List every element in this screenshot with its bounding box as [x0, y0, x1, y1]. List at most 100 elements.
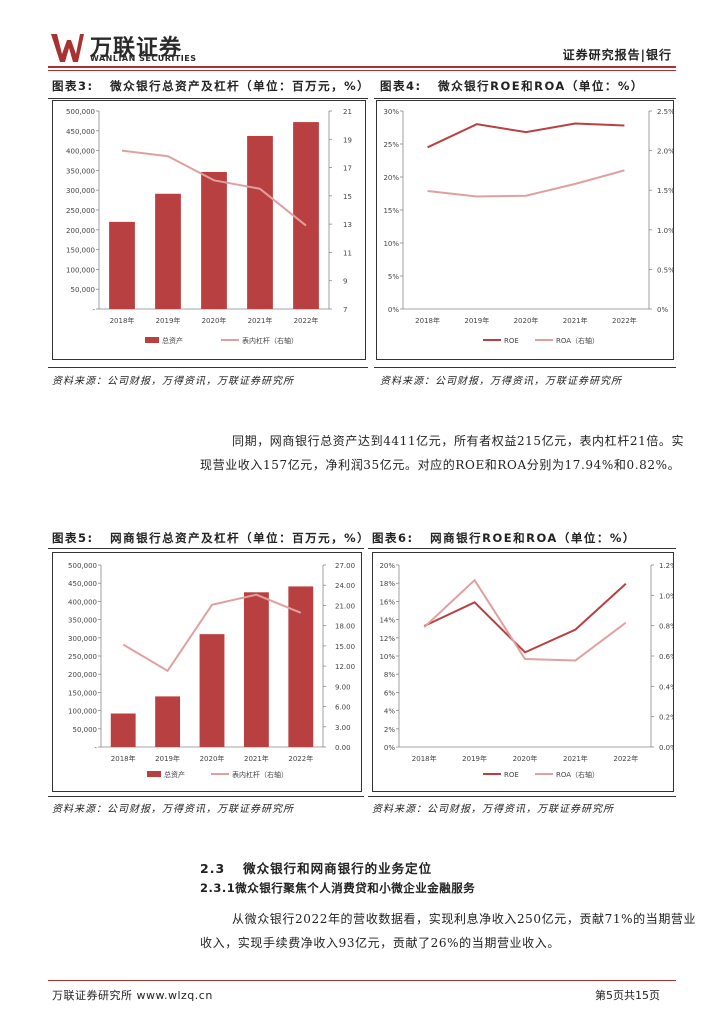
body-paragraph-1-line-1: 同期，网商银行总资产达到4411亿元，所有者权益215亿元，表内杠杆21倍。实	[232, 434, 685, 448]
left-tick-label: 4%	[384, 708, 395, 716]
left-tick-label: 400,000	[66, 148, 95, 156]
legend-label-0: ROE	[504, 337, 519, 345]
series-line-1	[427, 169, 625, 198]
right-tick-label: 21.00	[335, 602, 355, 610]
right-tick-label: 17	[343, 165, 352, 173]
report-category: 证券研究报告|银行	[562, 48, 672, 62]
right-tick-label: 21	[343, 108, 352, 116]
right-tick-label: 11	[343, 249, 352, 257]
left-tick-label: 15%	[383, 207, 399, 215]
right-tick-label: 9.00	[335, 683, 351, 691]
category-label: 2021年	[244, 754, 269, 763]
right-tick-label: 0.5%	[657, 266, 673, 274]
figure-3-bottom-rule	[48, 367, 368, 368]
right-tick-label: 27.00	[335, 562, 355, 570]
right-tick-label: 18.00	[335, 623, 355, 631]
page-number: 第5页共15页	[595, 989, 660, 1002]
figure-4-svg: 0% 5% 10% 15% 20% 25% 30% 0% 0.5% 1.0% 1.5% 2.0% 2.5…	[383, 108, 675, 345]
left-tick-label: -	[92, 306, 95, 314]
category-label: 2022年	[613, 754, 638, 763]
right-tick-label: 9	[343, 278, 347, 286]
category-label: 2022年	[288, 754, 313, 763]
left-tick-label: 100,000	[68, 708, 97, 716]
left-tick-label: 0%	[384, 744, 395, 752]
left-tick-label: 150,000	[68, 689, 97, 697]
left-tick-label: 20%	[379, 562, 395, 570]
right-tick-label: 15	[343, 193, 352, 201]
category-label: 2018年	[415, 316, 440, 325]
category-label: 2018年	[412, 754, 437, 763]
left-tick-label: 350,000	[68, 617, 97, 625]
left-tick-label: 10%	[379, 653, 395, 661]
left-tick-label: 16%	[379, 598, 395, 606]
header-divider	[48, 66, 676, 68]
left-tick-label: 300,000	[68, 635, 97, 643]
bar-0	[109, 221, 135, 309]
left-tick-label: 250,000	[66, 207, 95, 215]
left-tick-label: 25%	[383, 141, 399, 149]
left-tick-label: 14%	[379, 617, 395, 625]
left-tick-label: 2%	[384, 726, 395, 734]
left-tick-label: 12%	[379, 635, 395, 643]
figure-5-bottom-rule	[48, 796, 364, 797]
left-tick-label: 50,000	[73, 726, 98, 734]
figure-3-top-rule	[48, 98, 368, 99]
category-label: 2020年	[200, 754, 225, 763]
right-tick-label: 0.00	[335, 744, 351, 752]
category-label: 2019年	[156, 316, 181, 325]
series-line-0	[427, 122, 625, 149]
footer-divider	[48, 980, 676, 981]
figure-4-source: 资料来源：公司财报，万得资讯，万联证券研究所	[380, 376, 622, 387]
left-tick-label: 5%	[388, 273, 399, 281]
figure-5-top-rule	[48, 548, 364, 549]
figure-3-chart: - 50,000 100,000 150,000 200,000 250,000 300,0…	[52, 100, 366, 360]
figure-4-bottom-rule	[374, 367, 676, 368]
right-tick-label: 2.0%	[657, 148, 673, 156]
subsection-heading: 2.3.1微众银行聚焦个人消费贷和小微企业金融服务	[200, 881, 476, 895]
figure-3-title: 图表3: 微众银行总资产及杠杆（单位：百万元，%）	[52, 79, 371, 93]
right-tick-label: 2.5%	[657, 108, 673, 116]
legend-label-0: ROE	[504, 771, 519, 779]
left-tick-label: 30%	[383, 108, 399, 116]
legend-label-1: 表内杠杆（右轴）	[242, 336, 298, 345]
figure-6-chart: 0% 2% 4% 6% 8% 10% 12% 14% 16% 18% 20% 0.0% 0.2% 0.4%…	[372, 552, 677, 792]
right-tick-label: 0.0%	[659, 744, 673, 752]
category-label: 2020年	[514, 316, 539, 325]
category-label: 2020年	[513, 754, 538, 763]
figure-5-svg: - 50,000 100,000 150,000 200,000 250,000 300,0…	[68, 562, 355, 779]
right-tick-label: 0.6%	[659, 653, 673, 661]
left-tick-label: 20%	[383, 174, 399, 182]
right-tick-label: 1.0%	[657, 227, 673, 235]
left-tick-label: 200,000	[68, 671, 97, 679]
category-label: 2022年	[612, 316, 637, 325]
figure-4-title: 图表4: 微众银行ROE和ROA（单位：%）	[380, 79, 644, 93]
figure-6-title: 图表6: 网商银行ROE和ROA（单位：%）	[372, 531, 636, 545]
category-label: 2022年	[294, 316, 319, 325]
logo-text: 万联证券	[90, 36, 183, 61]
category-label: 2019年	[155, 754, 180, 763]
figure-3-svg: - 50,000 100,000 150,000 200,000 250,000 300,0…	[66, 108, 352, 345]
left-tick-label: 10%	[383, 240, 399, 248]
left-tick-label: 250,000	[68, 653, 97, 661]
left-tick-label: 8%	[384, 671, 395, 679]
bar-1	[155, 193, 181, 309]
legend-label-0: 总资产	[164, 770, 185, 779]
figure-6-svg: 0% 2% 4% 6% 8% 10% 12% 14% 16% 18% 20% 0.0% 0.2% 0.4%…	[379, 562, 677, 779]
legend-label-1: ROA（右轴）	[556, 770, 599, 779]
left-tick-label: 500,000	[68, 562, 97, 570]
category-label: 2021年	[563, 316, 588, 325]
bar-0	[110, 713, 136, 747]
footer-website: 万联证券研究所 www.wlzq.cn	[52, 989, 213, 1002]
bar-1	[155, 696, 181, 747]
section-heading: 2.3 微众银行和网商银行的业务定位	[200, 861, 433, 876]
right-tick-label: 12.00	[335, 663, 355, 671]
left-tick-label: 6%	[384, 689, 395, 697]
right-tick-label: 0.8%	[659, 623, 673, 631]
legend-label-0: 总资产	[162, 336, 183, 345]
right-tick-label: 0.4%	[659, 683, 673, 691]
right-tick-label: 24.00	[335, 582, 355, 590]
category-label: 2019年	[462, 754, 487, 763]
company-logo: 万联证券 WANLIAN SECURITIES	[50, 32, 210, 68]
category-label: 2021年	[248, 316, 273, 325]
bar-3	[247, 135, 273, 309]
